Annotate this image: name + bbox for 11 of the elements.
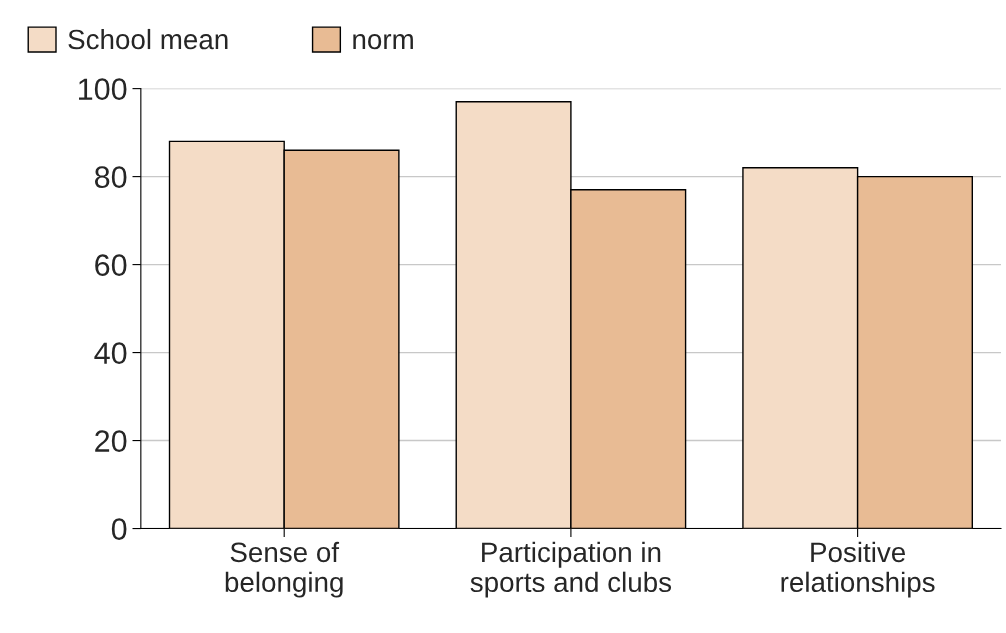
y-tick-label: 20 (95, 430, 127, 452)
y-tick-label: 0 (111, 518, 127, 540)
x-tick-label: Sense of belonging (225, 541, 343, 598)
x-tick-label: Participation in sports and clubs (470, 541, 672, 598)
y-tick-label: 60 (95, 254, 127, 276)
y-tick-label: 40 (94, 342, 127, 364)
legend-label: School mean (68, 28, 228, 50)
y-tick-label: 80 (94, 166, 127, 188)
y-tick-label: 100 (79, 78, 127, 100)
x-tick-label: Positive relationships (781, 541, 935, 598)
legend-label: norm (353, 34, 413, 50)
